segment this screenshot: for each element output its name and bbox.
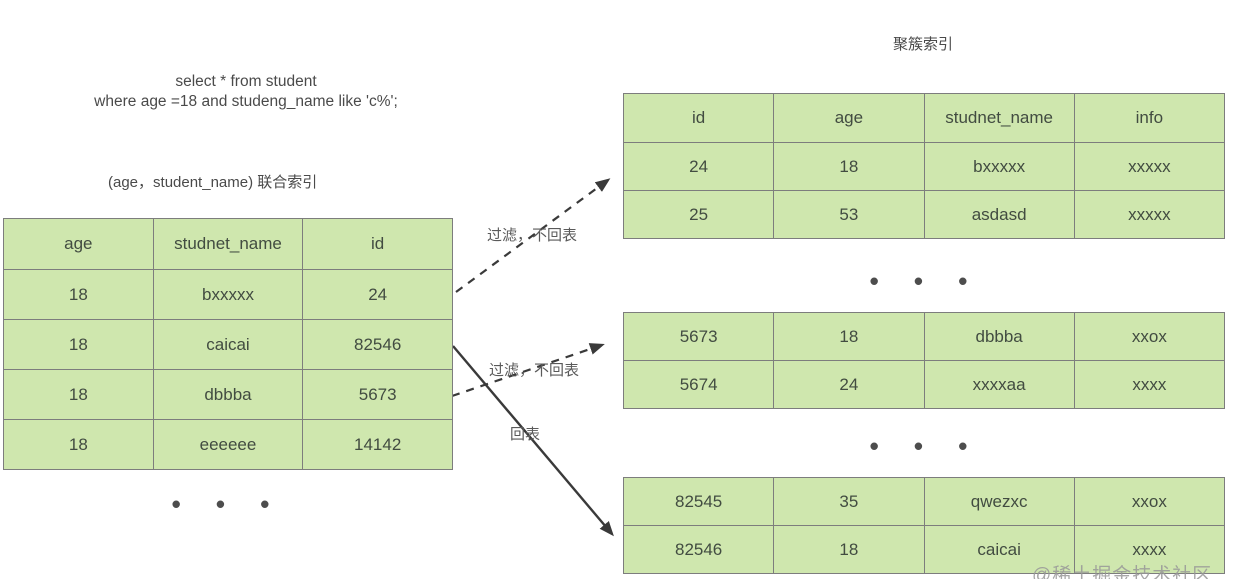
table-cell: id	[622, 93, 775, 143]
clustered-index-table-top: id age studnet_name info 24 18 bxxxxx xxxxx 25 5…	[622, 93, 1226, 239]
right-ellipsis-2: • • •	[869, 431, 982, 461]
table-cell: 18	[3, 319, 154, 370]
table-cell: 18	[773, 142, 925, 191]
table-cell: 14142	[302, 419, 453, 470]
right-ellipsis-1: • • •	[869, 266, 982, 296]
table-body: 5673 18 dbbba xxox 5674 24 xxxxaa xxxx	[622, 312, 1226, 409]
sql-line-2: where age =18 and studeng_name like 'c%'…	[94, 93, 398, 110]
table-cell: 53	[773, 190, 925, 239]
arrow-label-filter-1: 过滤，不回表	[487, 227, 578, 244]
table-cell: bxxxxx	[152, 269, 304, 320]
table-cell: xxox	[1073, 312, 1226, 361]
table-cell: caicai	[152, 319, 304, 370]
table-row: 18 caicai 82546	[3, 319, 453, 370]
clustered-index-table-middle: 5673 18 dbbba xxox 5674 24 xxxxaa xxxx	[622, 312, 1226, 409]
table-cell: xxxx	[1073, 525, 1226, 574]
table-body: 18 bxxxxx 24 18 caicai 82546 18 dbbba 5673 18 eeee…	[3, 269, 453, 470]
table-cell: age	[773, 93, 925, 143]
table-cell: 24	[622, 142, 775, 191]
table-cell: 5673	[622, 312, 775, 361]
table-cell: 82546	[622, 525, 775, 574]
table-row: 5673 18 dbbba xxox	[622, 312, 1226, 361]
composite-index-table: age studnet_name id 18 bxxxxx 24 18 caicai 8254…	[3, 218, 453, 470]
clustered-index-caption: 聚簇索引	[892, 36, 953, 53]
table-row: 82545 35 qwezxc xxox	[622, 477, 1226, 526]
table-cell: 24	[302, 269, 453, 320]
table-body: 82545 35 qwezxc xxox 82546 18 caicai xxxx	[622, 477, 1226, 574]
table-row: 18 eeeeee 14142	[3, 419, 453, 470]
sql-line-1: select * from student	[175, 73, 317, 90]
table-row: 82546 18 caicai xxxx	[622, 525, 1226, 574]
table-row: 25 53 asdasd xxxxx	[622, 190, 1226, 239]
table-row: 24 18 bxxxxx xxxxx	[622, 142, 1226, 191]
table-cell: 82545	[622, 477, 775, 526]
table-cell: 24	[773, 360, 925, 409]
table-cell: 5674	[622, 360, 775, 409]
table-cell: 18	[3, 269, 154, 320]
table-cell: bxxxxx	[923, 142, 1075, 191]
left-ellipsis: • • •	[171, 489, 284, 519]
table-cell: 5673	[302, 369, 453, 420]
table-row: 18 bxxxxx 24	[3, 269, 453, 320]
table-row: 18 dbbba 5673	[3, 369, 453, 420]
table-header-row: age studnet_name id	[3, 218, 453, 270]
table-body: 24 18 bxxxxx xxxxx 25 53 asdasd xxxxx	[622, 142, 1226, 239]
table-cell: studnet_name	[152, 218, 304, 270]
table-cell: age	[3, 218, 154, 270]
table-cell: xxxxaa	[923, 360, 1075, 409]
table-cell: xxox	[1073, 477, 1226, 526]
arrow-label-lookup: 回表	[510, 426, 541, 443]
watermark: @稀土掘金技术社区	[1032, 565, 1213, 579]
table-cell: 35	[773, 477, 925, 526]
table-cell: asdasd	[923, 190, 1075, 239]
composite-index-caption: (age，student_name) 联合索引	[108, 174, 318, 191]
table-header-row: id age studnet_name info	[622, 93, 1226, 143]
arrow-label-filter-2: 过滤，不回表	[489, 362, 580, 379]
table-cell: caicai	[923, 525, 1075, 574]
table-cell: info	[1073, 93, 1226, 143]
sql-query-text: select * from student where age =18 and …	[60, 72, 432, 112]
table-cell: 18	[3, 419, 154, 470]
table-cell: studnet_name	[923, 93, 1075, 143]
table-cell: 18	[773, 312, 925, 361]
table-cell: dbbba	[152, 369, 304, 420]
table-cell: id	[302, 218, 453, 270]
table-cell: xxxxx	[1073, 142, 1226, 191]
table-cell: 25	[622, 190, 775, 239]
table-cell: qwezxc	[923, 477, 1075, 526]
table-cell: eeeeee	[152, 419, 304, 470]
table-cell: 82546	[302, 319, 453, 370]
table-cell: dbbba	[923, 312, 1075, 361]
table-cell: 18	[773, 525, 925, 574]
table-cell: xxxxx	[1073, 190, 1226, 239]
clustered-index-table-bottom: 82545 35 qwezxc xxox 82546 18 caicai xxxx	[622, 477, 1226, 574]
table-header: age studnet_name id	[3, 218, 453, 270]
table-header: id age studnet_name info	[622, 93, 1226, 143]
table-cell: 18	[3, 369, 154, 420]
table-row: 5674 24 xxxxaa xxxx	[622, 360, 1226, 409]
table-cell: xxxx	[1073, 360, 1226, 409]
